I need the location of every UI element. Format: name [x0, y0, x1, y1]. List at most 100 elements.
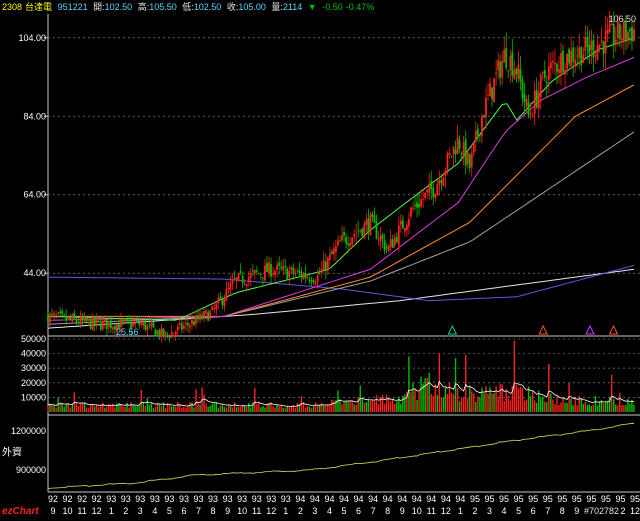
x-tick-month-label: 2 [472, 506, 477, 516]
candle-body [385, 247, 388, 249]
x-tick-month-label: 12 [441, 506, 451, 516]
candle-body [118, 323, 120, 329]
x-tick-month-label: 6 [531, 506, 536, 516]
x-tick-year-label: 94 [354, 494, 364, 504]
candle-body [592, 40, 595, 58]
candle-body [178, 323, 181, 325]
change-percent: -0.47% [345, 2, 375, 12]
candle-body [387, 245, 390, 251]
candle-body [513, 70, 516, 79]
candle-body [474, 131, 477, 142]
candle-body [280, 267, 283, 269]
candle-body [164, 332, 167, 335]
candle-body [272, 273, 274, 275]
candle-body [140, 323, 143, 325]
candle-body [620, 38, 623, 41]
candle-body [485, 97, 487, 118]
candle-body [114, 325, 116, 330]
candle-body [320, 268, 323, 273]
candle-body [322, 260, 325, 271]
candle-body [67, 316, 70, 319]
x-tick-year-label: 95 [528, 494, 538, 504]
x-tick-month-label: 1 [109, 506, 114, 516]
candle-body [69, 316, 72, 320]
x-tick-month-label: 2 [298, 506, 303, 516]
candle-body [268, 262, 270, 274]
candle-body [75, 319, 78, 323]
candle-body [361, 228, 364, 236]
candle-body [580, 47, 583, 66]
candle-body [205, 310, 208, 314]
low-label: 低: [182, 2, 194, 12]
x-tick-year-label: 94 [295, 494, 305, 504]
candle-body [503, 49, 506, 63]
candle-body [570, 50, 573, 66]
candle-body [442, 177, 445, 186]
candle-body [235, 277, 238, 281]
candle-body [454, 149, 457, 155]
volume-tick-label: 40000 [21, 349, 46, 359]
x-tick-year-label: 93 [150, 494, 160, 504]
candle-body [296, 270, 299, 272]
x-tick-month-label: 5 [516, 506, 521, 516]
watermark-id: #702782 [582, 506, 622, 516]
x-tick-month-label: 12 [630, 506, 640, 516]
candle-body [564, 70, 566, 75]
candle-body [276, 264, 279, 270]
candle-body [373, 215, 376, 223]
candle-body [239, 271, 242, 273]
candle-body [574, 59, 577, 67]
candle-body [312, 280, 315, 283]
price-tick-label: 84.00 [23, 111, 46, 121]
candle-body [468, 154, 471, 169]
x-tick-year-label: 94 [368, 494, 378, 504]
candle-body [278, 262, 281, 266]
candle-body [247, 277, 250, 283]
candle-body [371, 214, 374, 217]
candle-body [156, 330, 159, 335]
candle-body [77, 322, 80, 324]
candle-body [495, 72, 498, 74]
candle-body [529, 113, 532, 115]
quote-header: 2308 台達電 951221 開:102.50 高:105.50 低:102.5… [2, 1, 377, 13]
candle-body [53, 313, 55, 316]
candle-body [138, 322, 141, 325]
x-tick-month-label: 10 [412, 506, 422, 516]
candle-body [122, 319, 124, 321]
x-tick-month-label: 3 [487, 506, 492, 516]
candle-body [448, 152, 451, 155]
candle-body [213, 307, 216, 309]
x-tick-month-label: 10 [63, 506, 73, 516]
x-tick-year-label: 95 [572, 494, 582, 504]
candle-body [282, 265, 285, 271]
signal-triangle-icon [447, 324, 458, 335]
candle-body [49, 313, 51, 323]
candle-body [491, 87, 493, 100]
candle-body [521, 80, 524, 99]
candle-body [51, 313, 53, 315]
candle-body [89, 319, 92, 329]
x-tick-month-label: 11 [252, 506, 261, 516]
candle-body [627, 31, 629, 42]
candle-body [59, 311, 62, 314]
x-tick-year-label: 93 [237, 494, 247, 504]
x-tick-month-label: 1 [283, 506, 288, 516]
candle-body [124, 319, 126, 322]
x-tick-year-label: 92 [92, 494, 102, 504]
candle-body [543, 69, 546, 78]
candle-body [103, 319, 106, 323]
candle-body [560, 53, 562, 74]
open-value: 102.50 [104, 2, 133, 12]
candle-body [308, 279, 311, 282]
candle-body [351, 237, 354, 245]
candle-body [428, 183, 431, 194]
candle-body [410, 207, 412, 217]
candle-body [130, 322, 133, 328]
signal-triangle-icon [538, 324, 548, 335]
x-tick-year-label: 95 [557, 494, 567, 504]
candle-body [255, 270, 258, 272]
candle-body [606, 29, 609, 34]
candle-body [207, 312, 210, 321]
candle-body [412, 207, 414, 209]
candle-body [93, 317, 96, 325]
